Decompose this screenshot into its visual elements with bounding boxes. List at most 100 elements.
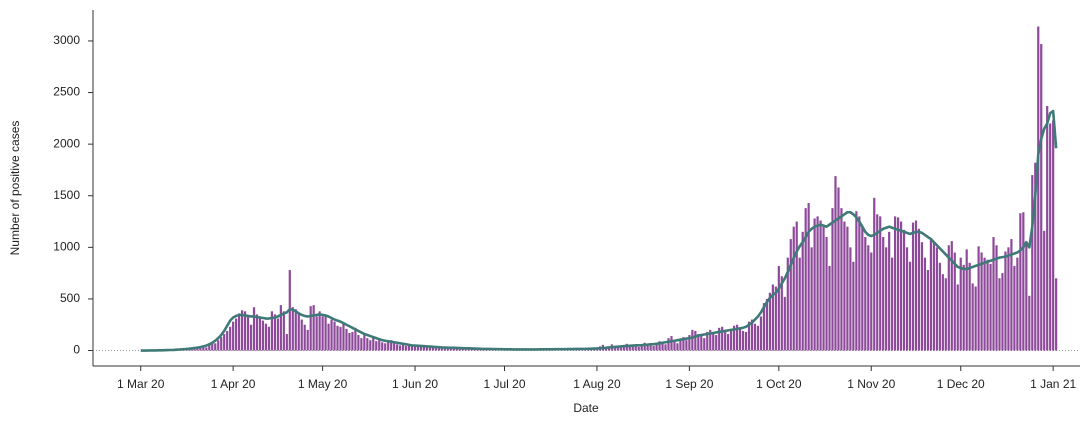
bar <box>843 221 846 351</box>
bar <box>631 345 634 351</box>
bar <box>312 305 315 351</box>
x-tick-label: 1 Mar 20 <box>117 377 165 391</box>
bar <box>360 338 363 351</box>
bar <box>443 347 446 351</box>
bar <box>974 286 977 351</box>
bar <box>321 316 324 351</box>
bar <box>837 187 840 351</box>
bar <box>402 344 405 351</box>
bar <box>1034 162 1037 351</box>
bar <box>718 327 721 351</box>
bar <box>393 343 396 351</box>
bar <box>196 348 199 351</box>
bar <box>876 214 879 351</box>
bar <box>956 284 959 351</box>
bar <box>941 274 944 351</box>
bar <box>297 313 300 351</box>
bar <box>738 328 742 351</box>
bar <box>774 286 777 351</box>
bar <box>208 344 211 351</box>
bar <box>211 342 214 351</box>
bar <box>1055 278 1058 351</box>
bar <box>664 344 667 351</box>
bar <box>434 346 438 351</box>
bar <box>920 242 924 351</box>
bar <box>810 247 813 351</box>
bar <box>345 328 348 351</box>
bar <box>658 341 661 351</box>
bar <box>730 329 733 351</box>
bar <box>357 335 360 351</box>
bar <box>1049 123 1052 351</box>
bar <box>199 346 202 351</box>
bar <box>849 247 852 351</box>
bar <box>238 313 241 351</box>
bar <box>634 346 637 351</box>
y-tick-label: 1500 <box>53 188 80 202</box>
bar <box>202 346 205 351</box>
bar <box>387 341 390 351</box>
bar <box>709 329 712 351</box>
bar <box>959 257 962 351</box>
bar <box>873 197 876 351</box>
bar <box>291 307 294 351</box>
bar <box>670 336 673 351</box>
bar <box>452 348 455 351</box>
bar <box>273 314 276 351</box>
bar <box>703 338 706 351</box>
bar <box>706 331 709 351</box>
bar <box>888 231 891 351</box>
bar <box>813 218 816 351</box>
bar <box>995 245 998 351</box>
bar <box>282 311 285 351</box>
bar <box>700 336 703 351</box>
bar <box>384 343 387 351</box>
bar <box>440 347 443 351</box>
bar <box>804 208 807 351</box>
bar <box>950 241 953 351</box>
bar <box>378 338 381 351</box>
bar <box>673 341 676 351</box>
bar <box>917 228 921 351</box>
bar <box>249 324 253 351</box>
bar <box>309 306 312 351</box>
bar <box>688 335 691 351</box>
bar <box>732 325 736 351</box>
bar <box>294 309 297 351</box>
bar <box>894 216 897 351</box>
bar <box>786 257 789 351</box>
bar <box>258 316 262 351</box>
bar <box>947 245 950 351</box>
bar <box>243 311 247 351</box>
bar <box>351 331 354 351</box>
bar <box>419 346 423 351</box>
bar <box>929 239 933 351</box>
bar <box>882 237 885 351</box>
bar <box>822 226 825 351</box>
bar <box>318 311 321 351</box>
bar <box>840 208 843 351</box>
bar <box>240 310 244 351</box>
bar <box>1001 273 1004 351</box>
bar <box>399 345 402 351</box>
bar <box>1019 213 1022 351</box>
bar <box>661 342 664 351</box>
bar <box>724 330 727 351</box>
bar <box>861 226 864 351</box>
bar <box>968 262 971 351</box>
bar <box>354 327 357 351</box>
bar <box>789 239 792 351</box>
bar <box>1040 44 1043 351</box>
bar <box>637 346 640 351</box>
bar <box>1052 120 1055 351</box>
bar <box>989 263 992 351</box>
bar <box>339 326 342 351</box>
bar <box>235 318 238 351</box>
bar <box>1031 175 1034 351</box>
x-tick-label: 1 Dec 20 <box>937 377 985 391</box>
bar <box>965 249 968 351</box>
bar <box>1007 247 1010 351</box>
bar <box>267 326 271 351</box>
bar <box>712 332 715 351</box>
